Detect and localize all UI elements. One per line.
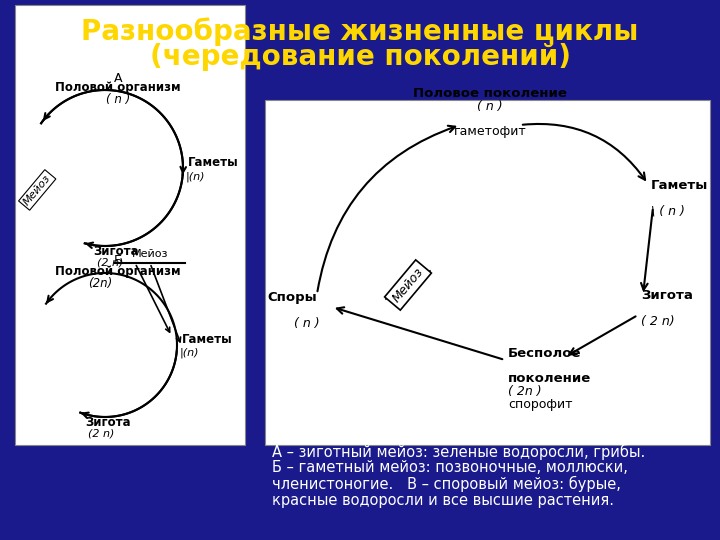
Text: Споры: Споры: [267, 291, 317, 304]
Text: А – зиготный мейоз: зеленые водоросли, грибы.: А – зиготный мейоз: зеленые водоросли, г…: [272, 444, 645, 460]
Text: спорофит: спорофит: [508, 398, 572, 411]
Text: Половой организм: Половой организм: [55, 265, 181, 278]
Text: (2 n): (2 n): [96, 258, 123, 267]
Text: Зигота: Зигота: [93, 245, 138, 258]
Text: Мейоз: Мейоз: [22, 173, 53, 207]
Text: ( 2 n): ( 2 n): [641, 315, 675, 328]
Text: Разнообразные жизненные циклы: Разнообразные жизненные циклы: [81, 18, 639, 46]
Text: ( n ): ( n ): [106, 93, 130, 106]
Text: членистоногие.   В – споровый мейоз: бурые,: членистоногие. В – споровый мейоз: бурые…: [272, 476, 621, 492]
Text: Б: Б: [114, 253, 122, 267]
Text: Б – гаметный мейоз: позвоночные, моллюски,: Б – гаметный мейоз: позвоночные, моллюск…: [272, 461, 628, 476]
FancyBboxPatch shape: [265, 100, 710, 445]
Text: \ ( n ): \ ( n ): [651, 205, 685, 218]
Text: Зигота: Зигота: [86, 416, 131, 429]
FancyBboxPatch shape: [15, 5, 245, 445]
Text: Гаметы: Гаметы: [181, 333, 233, 346]
Text: Половой организм: Половой организм: [55, 82, 181, 94]
Text: ( 2n ): ( 2n ): [508, 385, 541, 398]
Text: (чередование поколений): (чередование поколений): [150, 43, 570, 71]
Text: красные водоросли и все высшие растения.: красные водоросли и все высшие растения.: [272, 492, 614, 508]
Text: Зигота: Зигота: [641, 289, 693, 302]
Text: ( n ): ( n ): [294, 317, 320, 330]
Text: Бесполое: Бесполое: [508, 347, 582, 360]
Text: |(n): |(n): [186, 172, 205, 182]
Text: Гаметы: Гаметы: [188, 156, 238, 170]
Text: Мейоз: Мейоз: [132, 249, 168, 259]
Text: (2n): (2n): [88, 276, 112, 289]
Text: (2 n): (2 n): [89, 429, 114, 438]
Text: гаметофит: гаметофит: [454, 125, 526, 138]
Text: А: А: [114, 71, 122, 84]
Text: Мейоз: Мейоз: [390, 265, 426, 305]
Text: Гаметы: Гаметы: [651, 179, 708, 192]
Text: поколение: поколение: [508, 372, 591, 385]
Text: |(n): |(n): [180, 347, 199, 357]
Text: Половое поколение: Половое поколение: [413, 87, 567, 100]
Text: ( n ): ( n ): [477, 100, 503, 113]
